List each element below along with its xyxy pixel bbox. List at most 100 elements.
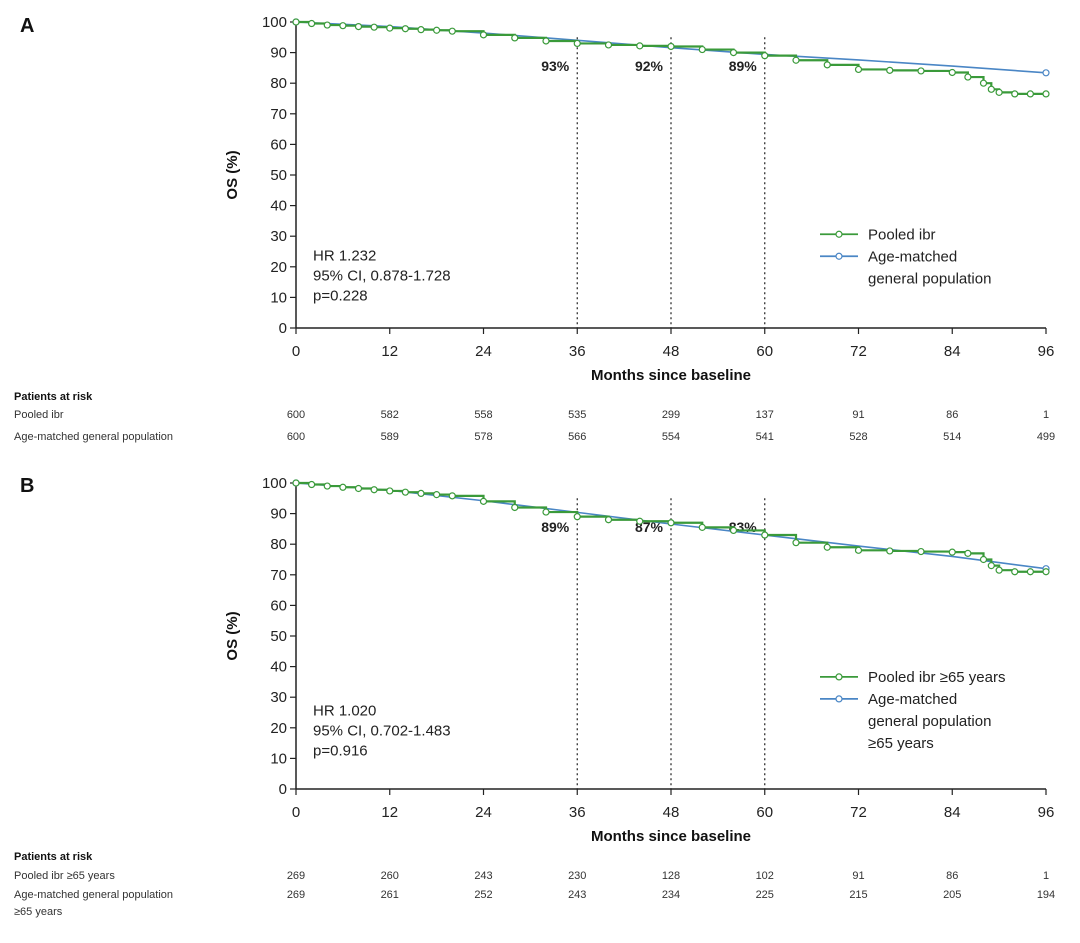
risk-value: 554	[662, 431, 680, 443]
y-axis-title: OS (%)	[224, 611, 241, 660]
panel-b: B 0 10 20 30 40 50 60 70 80 90 100 0 12 24 36 48 60 72 84 96…	[14, 475, 1055, 918]
data-point	[1042, 568, 1050, 576]
data-point	[1026, 90, 1034, 98]
x-tick-label: 48	[663, 804, 680, 821]
risk-value: 541	[756, 431, 774, 443]
risk-value: 252	[474, 889, 492, 901]
stat-line: HR 1.232	[313, 248, 376, 265]
data-point	[479, 497, 488, 505]
data-point	[667, 42, 675, 51]
survival-annotation: 92%	[635, 58, 664, 74]
risk-row-label: Age-matched general population	[14, 889, 173, 901]
risk-value: 194	[1037, 889, 1055, 901]
risk-value: 243	[568, 889, 586, 901]
risk-value: 102	[756, 870, 774, 882]
survival-annotation: 89%	[541, 519, 570, 535]
risk-value: 260	[381, 870, 399, 882]
y-tick-label: 60	[270, 136, 287, 153]
legend-marker	[835, 695, 843, 703]
risk-value: 600	[287, 431, 305, 443]
risk-value: 582	[381, 409, 399, 421]
data-point	[370, 23, 378, 31]
data-point	[308, 480, 316, 489]
data-point	[433, 26, 441, 34]
data-point	[995, 566, 1003, 574]
data-point	[917, 67, 925, 75]
x-tick-label: 48	[663, 343, 680, 360]
data-point	[948, 68, 956, 77]
data-point	[479, 31, 488, 39]
survival-annotation: 93%	[541, 58, 570, 74]
x-tick-label: 12	[381, 343, 398, 360]
legend-label: general population	[868, 270, 991, 287]
y-tick-label: 50	[270, 167, 287, 184]
x-tick-label: 0	[292, 804, 300, 821]
risk-value: 299	[662, 409, 680, 421]
data-point	[698, 45, 706, 54]
panel-label: B	[20, 475, 34, 497]
stat-line: p=0.228	[313, 288, 368, 305]
y-tick-label: 10	[270, 289, 287, 306]
data-point	[448, 27, 456, 35]
y-tick-label: 30	[270, 689, 287, 706]
risk-value: 230	[568, 870, 586, 882]
data-point	[354, 22, 363, 31]
data-point	[729, 48, 738, 57]
data-point	[792, 56, 800, 64]
risk-table-title: Patients at risk	[14, 851, 93, 863]
data-point	[292, 479, 300, 487]
legend-marker	[835, 252, 843, 260]
y-tick-label: 80	[270, 75, 287, 92]
data-point	[987, 562, 995, 570]
y-tick-label: 80	[270, 536, 287, 553]
risk-row-label: Age-matched general population	[14, 431, 173, 443]
y-tick-label: 90	[270, 45, 287, 62]
data-point	[1011, 90, 1019, 98]
risk-value: 269	[287, 889, 305, 901]
data-point	[667, 519, 675, 527]
risk-value: 86	[946, 870, 958, 882]
risk-value: 589	[381, 431, 399, 443]
risk-value: 86	[946, 409, 958, 421]
risk-row-label-2: ≥65 years	[14, 906, 63, 918]
y-tick-label: 0	[279, 781, 287, 798]
data-point	[761, 531, 769, 539]
risk-value: 1	[1043, 870, 1049, 882]
risk-value: 205	[943, 889, 961, 901]
y-tick-label: 20	[270, 720, 287, 737]
data-point	[917, 547, 925, 556]
data-point	[604, 41, 613, 49]
risk-value: 600	[287, 409, 305, 421]
y-tick-label: 70	[270, 106, 287, 123]
data-point	[604, 516, 613, 524]
data-point	[511, 503, 519, 512]
x-tick-label: 24	[475, 343, 492, 360]
y-tick-label: 70	[270, 567, 287, 584]
data-point	[979, 79, 988, 87]
data-point	[987, 85, 995, 93]
data-point	[698, 523, 706, 531]
data-point	[511, 34, 519, 42]
data-point	[417, 489, 425, 498]
data-point	[386, 24, 394, 32]
legend-label: general population	[868, 713, 991, 730]
data-point	[573, 513, 581, 521]
risk-value: 91	[852, 870, 864, 882]
risk-row-label: Pooled ibr	[14, 409, 64, 421]
data-point	[636, 517, 644, 525]
data-point	[323, 482, 331, 490]
data-point	[401, 25, 409, 33]
data-point	[339, 483, 347, 491]
x-tick-label: 96	[1038, 343, 1055, 360]
risk-value: 514	[943, 431, 961, 443]
data-point	[370, 486, 378, 494]
data-point	[823, 61, 831, 69]
x-axis-title: Months since baseline	[591, 367, 751, 384]
x-axis-title: Months since baseline	[591, 828, 751, 845]
data-point	[948, 548, 956, 556]
data-point	[761, 52, 769, 60]
x-tick-label: 72	[850, 343, 867, 360]
data-point	[792, 539, 800, 547]
data-point	[542, 508, 550, 516]
